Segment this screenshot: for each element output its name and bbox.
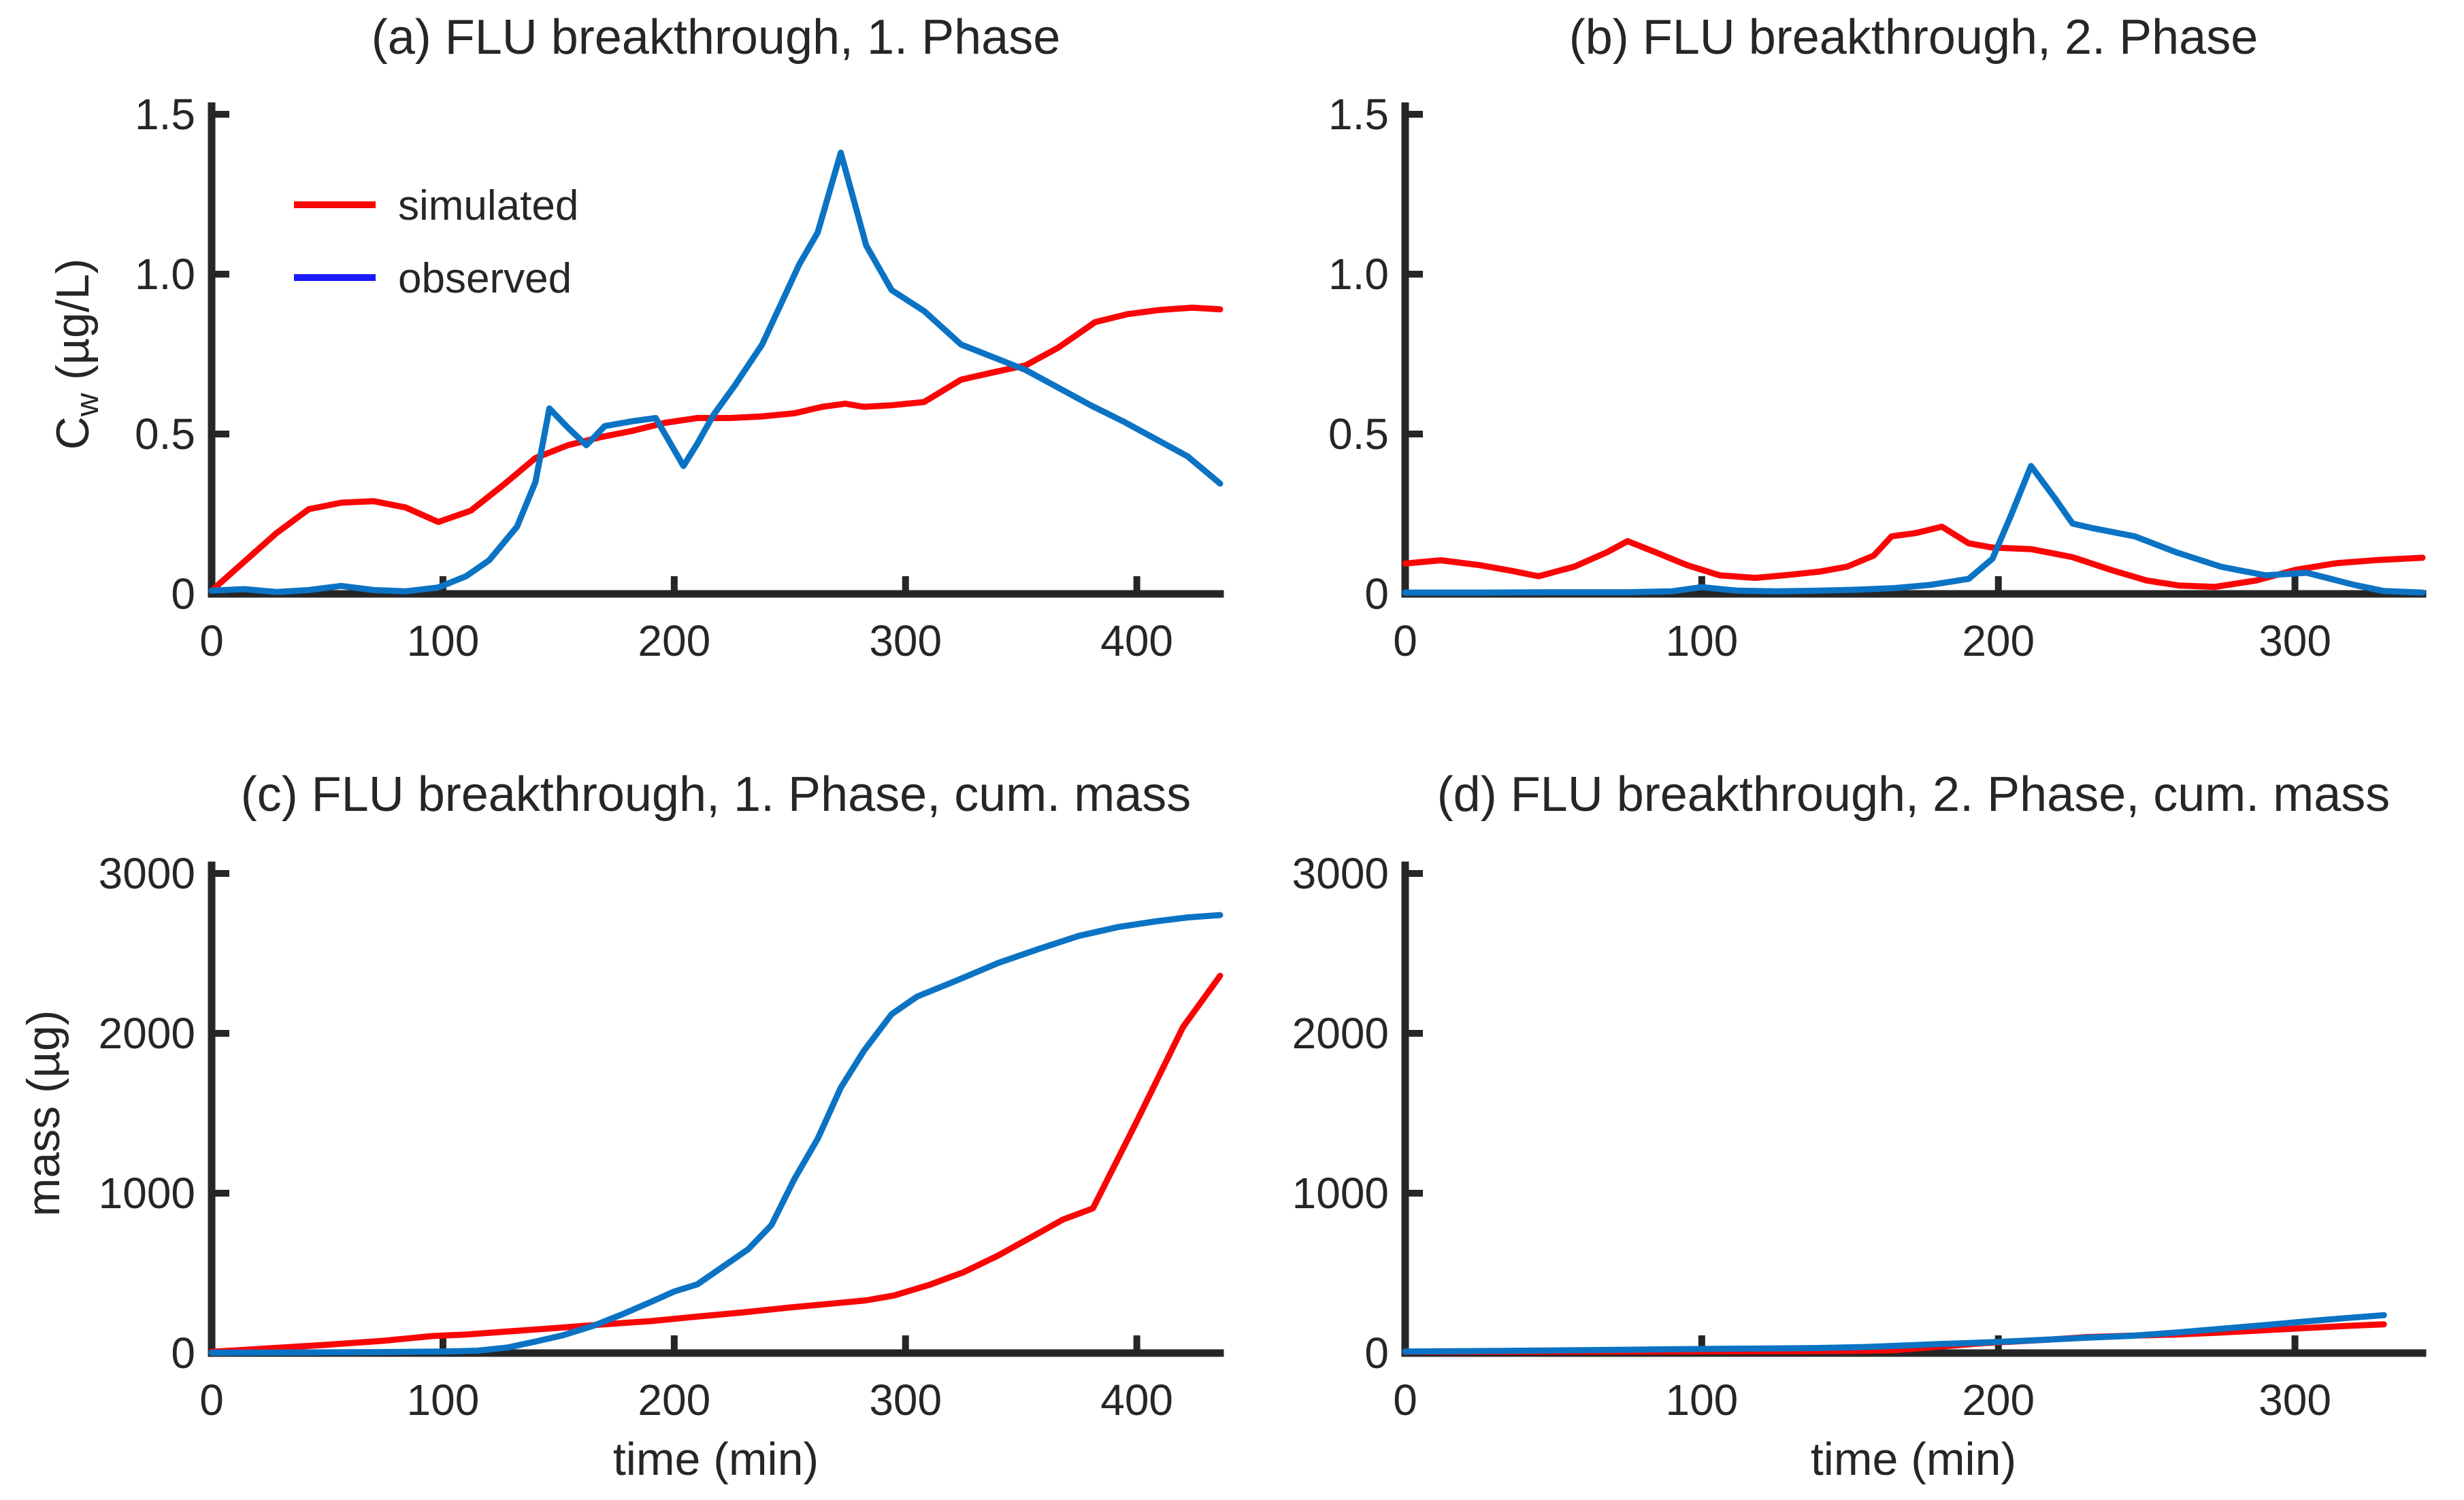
y-tick-label: 0 xyxy=(1364,569,1389,618)
legend-label-simulated: simulated xyxy=(398,182,578,229)
y-tick-label: 2000 xyxy=(99,1009,195,1058)
panel-b-axes xyxy=(1401,102,2427,598)
x-tick-label: 100 xyxy=(407,616,480,665)
panel-c-series-observed xyxy=(208,912,1223,1356)
y-tick-label: 1.0 xyxy=(135,250,195,299)
panel-b-series-simulated xyxy=(1402,523,2426,590)
panel-c-xlabel: time (min) xyxy=(613,1433,819,1485)
y-tick-label: 3000 xyxy=(1292,849,1389,898)
x-tick-label: 0 xyxy=(1393,616,1417,665)
panel-d-axes xyxy=(1401,861,2427,1357)
x-tick-label: 200 xyxy=(1962,1376,2035,1424)
y-tick-label: 1000 xyxy=(1292,1169,1389,1218)
x-tick-label: 400 xyxy=(1100,616,1173,665)
y-tick-label: 0.5 xyxy=(1328,410,1389,459)
x-tick-label: 300 xyxy=(869,1376,942,1424)
y-tick-label: 0 xyxy=(171,569,195,618)
x-tick-label: 100 xyxy=(1665,1376,1738,1424)
x-tick-label: 100 xyxy=(407,1376,480,1424)
panel-a-axes xyxy=(208,102,1224,598)
x-tick-label: 200 xyxy=(638,616,710,665)
panel-a-series-observed xyxy=(208,149,1223,595)
panel-a-ylabel: Cw (µg/L) xyxy=(47,259,105,450)
panel-a-title: (a) FLU breakthrough, 1. Phase xyxy=(372,10,1061,65)
panel-c-ylabel: mass (µg) xyxy=(18,1010,69,1217)
y-tick-label: 2000 xyxy=(1292,1009,1389,1058)
panel-a-series-simulated xyxy=(208,304,1223,594)
y-tick-label: 1.5 xyxy=(135,90,195,139)
panel-b-series-observed xyxy=(1402,463,2426,596)
x-tick-label: 300 xyxy=(2258,1376,2331,1424)
x-tick-label: 0 xyxy=(199,1376,224,1424)
x-tick-label: 400 xyxy=(1100,1376,1173,1424)
y-tick-label: 0 xyxy=(1364,1329,1389,1378)
panel-b-title: (b) FLU breakthrough, 2. Phase xyxy=(1569,10,2258,65)
y-tick-label: 1.5 xyxy=(1328,90,1389,139)
y-tick-label: 1.0 xyxy=(1328,250,1389,299)
y-tick-label: 0 xyxy=(171,1329,195,1378)
panel-c-series-simulated xyxy=(208,972,1223,1355)
y-tick-label: 1000 xyxy=(99,1169,195,1218)
panel-d-series-observed xyxy=(1402,1312,2387,1355)
x-tick-label: 100 xyxy=(1665,616,1738,665)
x-tick-label: 0 xyxy=(1393,1376,1417,1424)
series-layer xyxy=(208,149,2426,1356)
x-tick-label: 300 xyxy=(869,616,942,665)
panel-c-title: (c) FLU breakthrough, 1. Phase, cum. mas… xyxy=(241,767,1192,822)
legend: simulated observed xyxy=(294,182,578,302)
x-tick-label: 0 xyxy=(199,616,224,665)
y-tick-label: 3000 xyxy=(99,849,195,898)
x-tick-label: 200 xyxy=(1962,616,2035,665)
y-tick-label: 0.5 xyxy=(135,410,195,459)
panel-d-title: (d) FLU breakthrough, 2. Phase, cum. mas… xyxy=(1437,767,2391,822)
legend-label-observed: observed xyxy=(398,255,572,302)
panel-d-xlabel: time (min) xyxy=(1811,1433,2016,1485)
x-tick-label: 200 xyxy=(638,1376,710,1424)
ylabel-layer: Cw (µg/L) mass (µg) xyxy=(18,259,105,1217)
x-tick-label: 300 xyxy=(2258,616,2331,665)
